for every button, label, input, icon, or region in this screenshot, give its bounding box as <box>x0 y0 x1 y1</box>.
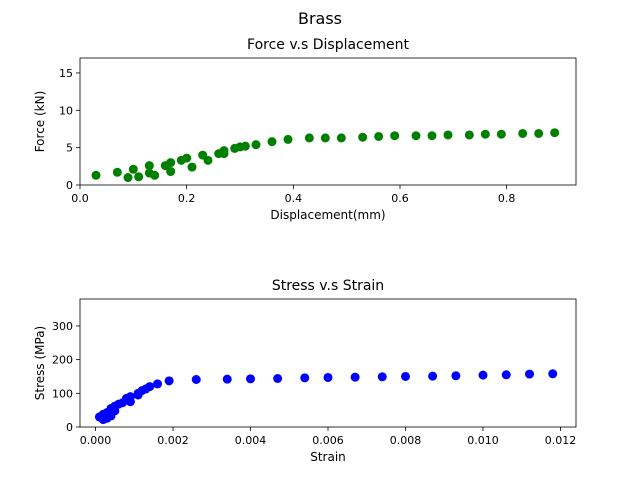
data-point <box>350 372 360 382</box>
y-tick-label: 5 <box>66 142 73 155</box>
data-point <box>401 371 410 381</box>
x-tick-label: 0.002 <box>157 434 189 447</box>
x-tick-label: 0.0 <box>71 192 89 205</box>
data-point <box>182 153 192 163</box>
data-point <box>336 133 346 143</box>
force-displacement-plot: Force v.s Displacement 0.0 0.2 0.4 0.6 0.8 0 5 1… <box>33 37 577 222</box>
y-tick-label: 0 <box>66 179 73 192</box>
data-point <box>374 131 384 141</box>
data-point <box>166 158 176 168</box>
y-tick-label: 200 <box>52 354 73 367</box>
x-tick-label: 0.8 <box>498 192 516 205</box>
x-axis-label: Strain <box>310 450 346 464</box>
data-point <box>112 167 122 177</box>
y-tick-label: 100 <box>52 387 73 400</box>
y-tick-label: 10 <box>59 104 73 117</box>
data-point <box>123 173 133 183</box>
y-tick-label: 15 <box>59 67 73 80</box>
data-point <box>390 131 400 141</box>
data-point <box>304 133 314 143</box>
y-axis-label: Force (kN) <box>33 91 47 153</box>
x-tick-label: 0.000 <box>80 434 112 447</box>
data-point <box>144 161 154 171</box>
data-point <box>548 369 558 379</box>
data-point <box>125 392 135 402</box>
data-point <box>323 372 333 382</box>
y-tick-label: 300 <box>52 320 73 333</box>
x-tick-label: 0.008 <box>390 434 422 447</box>
data-point <box>134 172 144 182</box>
data-point <box>501 370 511 380</box>
data-point <box>145 382 155 392</box>
data-point <box>246 374 255 384</box>
data-point <box>91 170 101 180</box>
data-point <box>478 370 488 380</box>
x-tick-label: 0.004 <box>235 434 267 447</box>
data-point <box>464 130 474 140</box>
axes-frame <box>79 57 577 186</box>
data-point <box>267 137 277 147</box>
data-point <box>222 374 232 384</box>
y-tick-label: 0 <box>66 421 73 434</box>
x-tick-label: 0.6 <box>391 192 409 205</box>
x-tick-label: 0.2 <box>178 192 196 205</box>
plot-title: Force v.s Displacement <box>247 37 409 53</box>
data-point <box>273 373 283 383</box>
data-point <box>240 141 250 151</box>
y-axis-label: Stress (MPa) <box>33 326 47 400</box>
data-point <box>496 129 506 139</box>
stress-strain-plot: Stress v.s Strain 0.000 0.002 0.004 0.006 0.0… <box>33 278 577 464</box>
data-point <box>320 133 330 143</box>
data-point <box>534 128 544 138</box>
data-point <box>428 371 438 381</box>
data-point <box>191 375 201 385</box>
data-point <box>550 128 560 138</box>
x-axis-label: Displacement(mm) <box>270 208 385 222</box>
data-point <box>451 371 461 381</box>
data-point <box>251 140 261 150</box>
data-point <box>377 372 387 382</box>
data-point <box>443 130 453 140</box>
plot-title: Stress v.s Strain <box>272 278 384 294</box>
data-point <box>219 149 229 159</box>
x-tick-label: 0.4 <box>285 192 303 205</box>
data-point <box>518 128 528 138</box>
figure-title: Brass <box>298 9 342 28</box>
data-point <box>480 129 490 139</box>
x-tick-label: 0.012 <box>545 434 577 447</box>
data-point <box>128 164 138 174</box>
data-point <box>187 162 197 172</box>
data-point <box>411 131 421 141</box>
data-point <box>283 134 293 144</box>
data-point <box>525 369 534 379</box>
data-point <box>153 379 162 389</box>
data-point <box>427 131 437 141</box>
axes-frame <box>79 298 577 428</box>
data-point <box>164 376 174 386</box>
data-point <box>300 373 310 383</box>
x-tick-label: 0.010 <box>467 434 499 447</box>
data-point <box>150 170 160 180</box>
data-point <box>203 155 213 165</box>
data-point <box>166 167 176 177</box>
x-tick-label: 0.006 <box>312 434 344 447</box>
data-point <box>358 132 368 142</box>
